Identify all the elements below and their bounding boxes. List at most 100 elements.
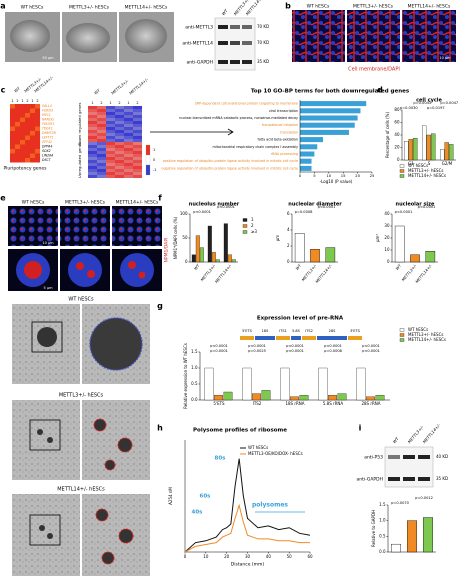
- p-value: p=0.0001: [210, 349, 228, 353]
- category-label: negative regulation of ubiquitin-protein…: [161, 166, 298, 170]
- bar: [294, 232, 305, 263]
- bar: [300, 101, 367, 107]
- y-tick-label: 80: [394, 107, 400, 112]
- schematic-label: 5.8S: [292, 329, 301, 333]
- heatmap-cell: [10, 158, 15, 163]
- chart-title: nucleolar size: [396, 202, 436, 208]
- heatmap-cell: [88, 154, 97, 157]
- heatmap-cell: [35, 117, 40, 122]
- heatmap-cell: [97, 127, 106, 130]
- heatmap-cell: [115, 163, 124, 166]
- heatmap-cell: [106, 163, 115, 166]
- heatmap-cell: [124, 175, 133, 178]
- bar: [299, 395, 309, 401]
- p-value: p<0.0001: [286, 349, 304, 353]
- heatmap-cell: [106, 133, 115, 136]
- bar: [310, 248, 320, 263]
- heatmap-cell: [20, 131, 25, 136]
- heatmap-cell: [97, 118, 106, 121]
- heatmap-cell: [15, 104, 20, 109]
- legend-label: WT hESCs: [408, 327, 428, 332]
- heatmap-cell: [133, 130, 142, 133]
- bar: [391, 543, 402, 553]
- p-value: p<0.0001: [217, 205, 235, 209]
- group-label: WT: [13, 85, 21, 93]
- bar: [207, 225, 212, 263]
- replicate-label: 1: [91, 101, 93, 105]
- heatmap-cell: [25, 126, 30, 131]
- heatmap-cell: [15, 144, 20, 149]
- gene-name: MYCL: [42, 113, 51, 117]
- heatmap-cell: [133, 172, 142, 175]
- heatmap-cell: [133, 145, 142, 148]
- x-tick-label: 18S rRNA: [285, 401, 304, 406]
- heatmap-cell: [97, 145, 106, 148]
- heatmap-cell: [10, 117, 15, 122]
- heatmap-cell: [133, 136, 142, 139]
- heatmap-cell: [133, 139, 142, 142]
- stain-label: Cell membrane/DAPI: [348, 67, 400, 73]
- bar: [214, 395, 223, 401]
- bar: [449, 144, 454, 161]
- gene-name: NANOG: [42, 118, 54, 122]
- group-label: METTL3+/-: [110, 78, 130, 96]
- heatmap-cell: [25, 153, 30, 158]
- y-tick-label: 50: [182, 235, 188, 240]
- heatmap-cell: [35, 149, 40, 154]
- bar: [394, 225, 405, 263]
- bar: [426, 134, 431, 161]
- heatmap-cell: [124, 112, 133, 115]
- heatmap-cell: [10, 149, 15, 154]
- blot-row: anti-P53: [364, 455, 383, 461]
- p-value: p<0.0001: [210, 344, 228, 348]
- bar: [242, 367, 252, 401]
- p-value: p=0.0070: [391, 501, 410, 505]
- heatmap-cell: [10, 108, 15, 113]
- y-tick-label: 0: [185, 259, 188, 264]
- heatmap-cell: [124, 142, 133, 145]
- heatmap-cell: [30, 158, 35, 163]
- heatmap-cell: [35, 113, 40, 118]
- heatmap-cell: [97, 169, 106, 172]
- heatmap-cell: [106, 121, 115, 124]
- legend-label: METTL3+/- hESCs: [408, 332, 443, 337]
- legend-swatch: [399, 174, 405, 178]
- heatmap-cell: [15, 140, 20, 145]
- schematic-label: ITS2: [305, 329, 313, 333]
- bar: [280, 367, 290, 401]
- y-tick-label: 0: [287, 259, 290, 264]
- heatmap-cell: [88, 145, 97, 148]
- heatmap-cell: [133, 142, 142, 145]
- heatmap-cell: [88, 112, 97, 115]
- heatmap-cell: [115, 136, 124, 139]
- heatmap-cell: [133, 109, 142, 112]
- heatmap-cell: [124, 148, 133, 151]
- schematic-label: 18S: [262, 329, 269, 333]
- heatmap-cell: [97, 142, 106, 145]
- gene-name: DNMT3B: [42, 131, 56, 135]
- heatmap-cell: [20, 153, 25, 158]
- heatmap-cell: [115, 154, 124, 157]
- annotation: polysomes: [252, 502, 288, 509]
- panel-letter: a: [0, 2, 5, 11]
- panel-letter: f: [158, 194, 162, 203]
- heatmap-cell: [106, 166, 115, 169]
- arrow: [150, 128, 234, 136]
- x-tick-label: 15: [341, 173, 346, 178]
- color-bar-tick: -1: [153, 168, 157, 172]
- y-tick-label: 30: [384, 223, 390, 228]
- heatmap-cell: [88, 172, 97, 175]
- heatmap-cell: [124, 163, 133, 166]
- heatmap-cell: [133, 175, 142, 178]
- replicate-label: 1: [21, 99, 23, 103]
- heatmap-cell: [10, 126, 15, 131]
- heatmap-cell: [115, 142, 124, 145]
- y-tick-label: 0.5: [379, 533, 386, 538]
- bar: [300, 165, 312, 171]
- x-tick-label: WT: [294, 263, 302, 271]
- blot-row: anti-GAPDH: [356, 477, 383, 483]
- gene-name: SOX2: [42, 149, 51, 153]
- heatmap-cell: [88, 127, 97, 130]
- x-tick-label: WT: [193, 263, 201, 271]
- legend-label: ≥3: [251, 229, 257, 234]
